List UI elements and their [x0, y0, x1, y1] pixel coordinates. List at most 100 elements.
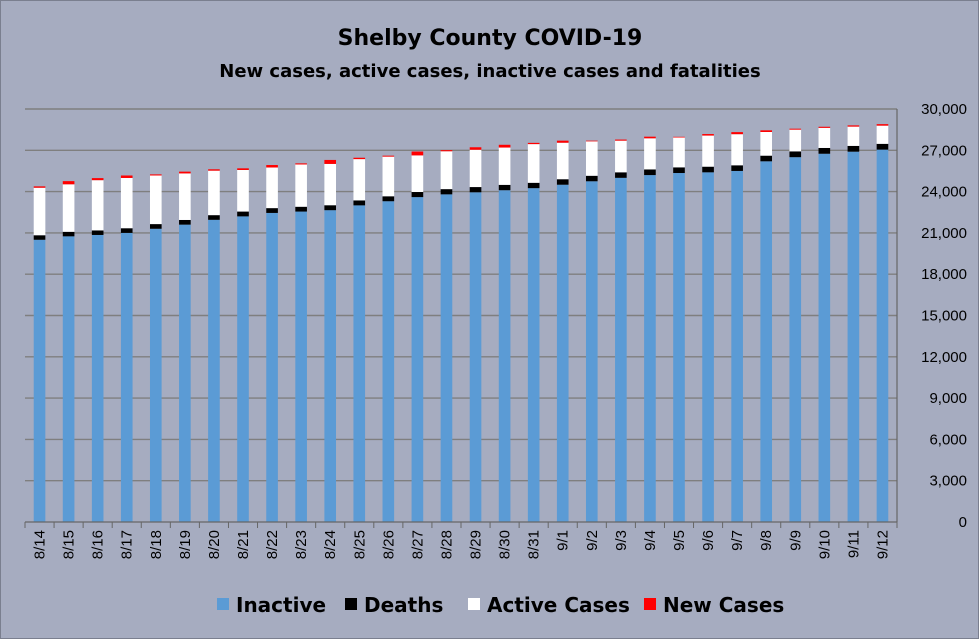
- x-tick-label: 9/10: [816, 530, 833, 559]
- bar-segment-deaths: [731, 165, 743, 171]
- x-tick-label: 8/25: [351, 530, 368, 559]
- legend-label: New Cases: [663, 593, 784, 617]
- legend-label: Inactive: [236, 593, 326, 617]
- x-tick-label: 8/31: [526, 530, 543, 559]
- bar-segment-inactive: [266, 212, 278, 522]
- bar-segment-active-cases: [760, 131, 773, 156]
- legend-label: Deaths: [364, 593, 443, 617]
- bar-segment-active-cases: [324, 163, 337, 206]
- bar-segment-inactive: [62, 236, 75, 522]
- bar-segment-new-cases: [644, 136, 656, 139]
- bar-segment-inactive: [644, 175, 656, 522]
- bar-segment-deaths: [179, 219, 191, 225]
- bar-segment-new-cases: [731, 132, 743, 135]
- bar-segment-active-cases: [789, 129, 802, 152]
- x-tick-label: 9/3: [613, 530, 630, 551]
- bar-segment-inactive: [527, 188, 540, 523]
- bar-segment-deaths: [382, 196, 395, 202]
- x-tick-label: 8/21: [235, 530, 252, 559]
- y-tick-label: 3,000: [929, 473, 967, 490]
- bar-segment-deaths: [237, 211, 249, 217]
- bar-segment-inactive: [789, 157, 802, 522]
- bar-segment-new-cases: [295, 163, 307, 165]
- bar-segment-deaths: [208, 215, 220, 220]
- bar-segment-new-cases: [585, 140, 598, 142]
- bar-segment-active-cases: [237, 169, 249, 212]
- x-tick-label: 8/14: [32, 530, 49, 559]
- y-tick-label: 12,000: [921, 349, 967, 366]
- bar-segment-inactive: [237, 216, 249, 522]
- x-tick-label: 9/7: [729, 530, 746, 551]
- bar-segment-active-cases: [120, 177, 133, 229]
- bar-segment-inactive: [353, 205, 366, 522]
- bar-segment-deaths: [818, 147, 831, 154]
- axes: 0 3,000 6,000 9,000 12,000 15,000 18,000 21,000…: [24, 101, 967, 559]
- bar-segment-active-cases: [702, 135, 714, 167]
- bar-segment-active-cases: [585, 141, 598, 176]
- x-tick-label: 8/27: [409, 530, 426, 559]
- bar-segment-new-cases: [149, 174, 162, 176]
- bar-segment-inactive: [33, 239, 46, 523]
- bar-segment-deaths: [789, 151, 802, 158]
- bar-segment-active-cases: [615, 140, 627, 173]
- bar-segment-active-cases: [644, 138, 656, 170]
- legend-swatch-deaths: [345, 598, 357, 610]
- x-tick-label: 9/8: [758, 530, 775, 551]
- bar-segment-new-cases: [847, 125, 860, 127]
- bar-segment-inactive: [876, 149, 889, 522]
- bar-segment-inactive: [673, 173, 685, 522]
- bar-segment-inactive: [469, 192, 482, 522]
- bar-segment-active-cases: [91, 180, 104, 231]
- bar-segment-inactive: [179, 224, 191, 522]
- legend-label: Active Cases: [487, 593, 630, 617]
- bar-segment-deaths: [62, 231, 75, 237]
- bar-segment-inactive: [411, 197, 424, 522]
- bar-segment-new-cases: [615, 139, 627, 141]
- bar-segment-inactive: [818, 153, 831, 522]
- y-tick-label: 6,000: [929, 431, 967, 448]
- chart-title: Shelby County COVID-19: [338, 26, 643, 51]
- bar-segment-active-cases: [876, 125, 889, 144]
- bar-segment-inactive: [440, 194, 453, 522]
- bar-segment-deaths: [149, 224, 162, 229]
- bar-segment-inactive: [382, 201, 395, 522]
- x-tick-label: 9/11: [845, 530, 862, 558]
- y-tick-label: 30,000: [921, 101, 967, 118]
- bar-segment-inactive: [731, 170, 743, 522]
- bar-segment-new-cases: [91, 178, 104, 181]
- bar-segment-active-cases: [731, 134, 743, 166]
- bar-segment-active-cases: [208, 170, 220, 216]
- y-tick-label: 24,000: [921, 184, 967, 201]
- x-tick-label: 9/12: [874, 530, 891, 559]
- bar-segment-active-cases: [498, 147, 511, 185]
- bar-segment-new-cases: [789, 128, 802, 130]
- bar-segment-new-cases: [702, 134, 714, 136]
- x-tick-label: 9/1: [555, 530, 572, 551]
- bar-segment-active-cases: [673, 137, 685, 168]
- bar-segment-active-cases: [353, 159, 366, 201]
- bar-segment-new-cases: [556, 140, 569, 143]
- x-tick-label: 8/22: [264, 530, 281, 559]
- y-tick-label: 27,000: [921, 142, 967, 159]
- bar-segment-new-cases: [760, 130, 773, 132]
- x-tick-label: 9/6: [700, 530, 717, 551]
- bars: [33, 124, 889, 523]
- bar-segment-new-cases: [498, 144, 511, 148]
- legend-swatch-active-cases: [468, 598, 480, 610]
- bar-segment-new-cases: [469, 147, 482, 150]
- bar-segment-new-cases: [411, 151, 424, 156]
- bar-segment-deaths: [295, 206, 307, 212]
- bar-segment-deaths: [353, 200, 366, 206]
- bar-segment-deaths: [324, 205, 337, 211]
- bar-segment-deaths: [469, 187, 482, 193]
- legend-swatch-new-cases: [644, 598, 656, 610]
- gridlines: [25, 108, 897, 482]
- bar-segment-new-cases: [527, 142, 540, 145]
- bar-segment-new-cases: [673, 136, 685, 138]
- bar-segment-active-cases: [62, 184, 75, 232]
- bar-segment-inactive: [324, 210, 337, 522]
- x-tick-label: 8/23: [293, 530, 310, 559]
- bar-segment-active-cases: [527, 144, 540, 183]
- bar-segment-deaths: [440, 189, 453, 195]
